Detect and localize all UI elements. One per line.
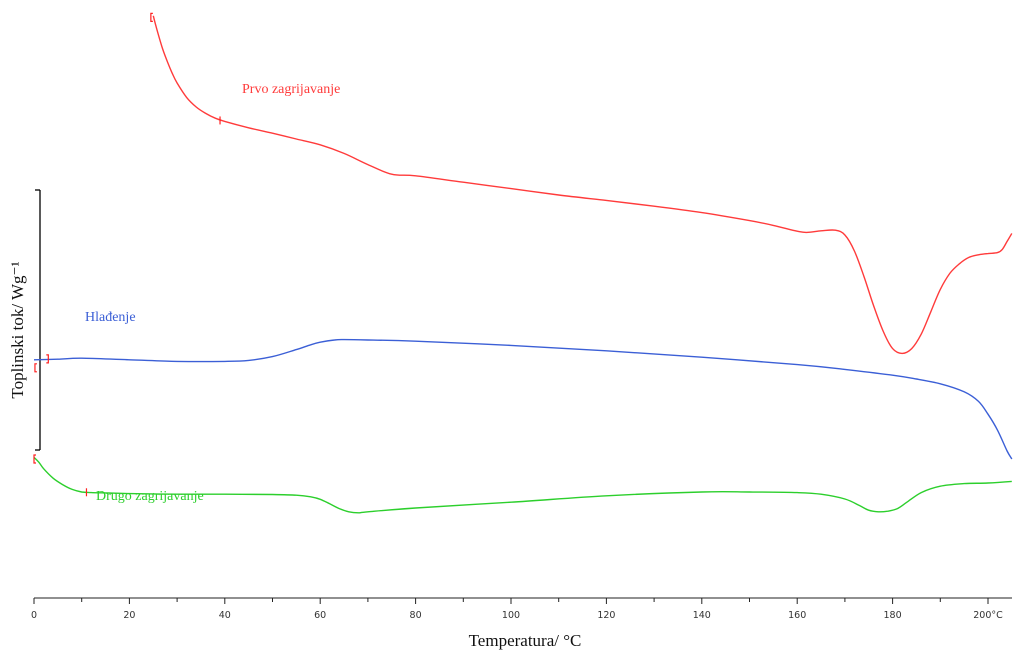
x-axis-title: Temperatura/ °C bbox=[469, 631, 582, 650]
x-tick-label: 120 bbox=[597, 610, 615, 621]
x-tick-label: 20 bbox=[123, 610, 135, 621]
integration-marker bbox=[34, 363, 37, 373]
curves bbox=[33, 15, 1013, 514]
x-tick-label: 100 bbox=[502, 610, 520, 621]
x-tick-label: 0 bbox=[31, 610, 37, 621]
x-tick-label: 40 bbox=[219, 610, 231, 621]
integration-marker bbox=[150, 12, 153, 22]
curve-hladenje bbox=[33, 338, 1013, 460]
x-tick-label: 160 bbox=[788, 610, 806, 621]
x-tick-label: 60 bbox=[314, 610, 326, 621]
y-axis-title: Toplinski tok/ Wg⁻¹ bbox=[8, 261, 27, 398]
x-tick-label: 200°C bbox=[973, 610, 1003, 621]
integration-markers bbox=[33, 12, 221, 497]
x-tick-label: 180 bbox=[884, 610, 902, 621]
curve-prvo-zagrijavanje bbox=[152, 15, 1013, 355]
x-tick-label: 80 bbox=[410, 610, 422, 621]
x-axis-ticks bbox=[33, 598, 989, 604]
label-drugo-zagrijavanje: Drugo zagrijavanje bbox=[96, 489, 204, 504]
x-tick-label: 140 bbox=[693, 610, 711, 621]
curve-drugo-zagrijavanje bbox=[33, 456, 1012, 514]
x-axis-tick-labels: 0 20 40 60 80 100 120 140 160 180 200°C bbox=[31, 610, 1003, 621]
label-hladenje: Hlađenje bbox=[85, 310, 136, 325]
integration-marker bbox=[33, 454, 36, 464]
label-prvo-zagrijavanje: Prvo zagrijavanje bbox=[242, 82, 340, 97]
integration-marker bbox=[46, 354, 49, 364]
